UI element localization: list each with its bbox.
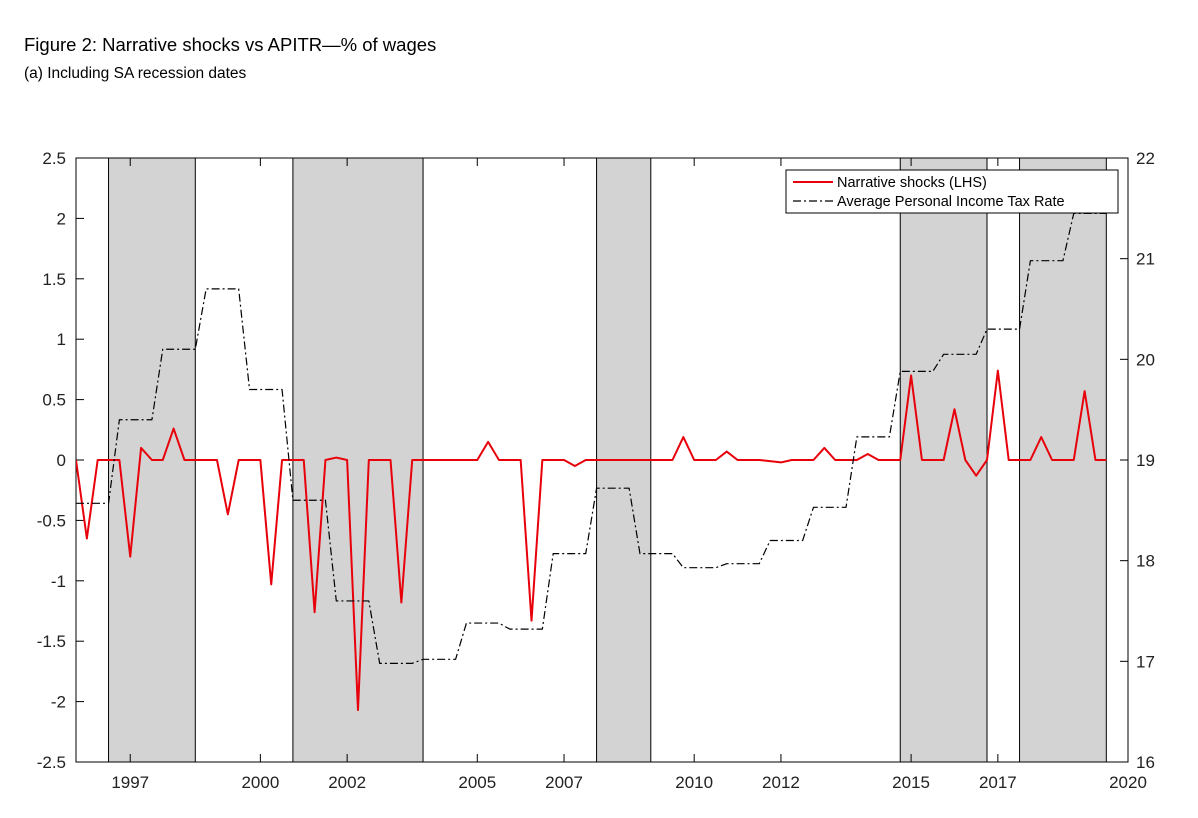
legend: Narrative shocks (LHS) Average Personal …	[785, 169, 1119, 214]
left-tick-label: -0.5	[37, 511, 66, 530]
legend-label-narrative: Narrative shocks (LHS)	[837, 175, 987, 191]
left-axis: -2.5 -2 -1.5 -1 -0.5 0 0.5 1 1.5 2 2.5	[37, 149, 84, 772]
left-tick-label: -1	[51, 572, 66, 591]
left-tick-label: 2	[57, 209, 66, 228]
x-tick-label: 2020	[1109, 773, 1147, 792]
figure-title: Figure 2: Narrative shocks vs APITR—% of…	[24, 34, 437, 55]
left-tick-label: 1.5	[42, 270, 66, 289]
series-line-apitr	[76, 212, 1107, 664]
left-tick-label: 0.5	[42, 391, 66, 410]
x-tick-label: 2007	[545, 773, 583, 792]
right-tick-label: 16	[1136, 753, 1155, 772]
legend-box	[785, 169, 1119, 214]
recession-band	[292, 157, 424, 763]
left-tick-label: -2	[51, 693, 66, 712]
x-tick-label: 2000	[241, 773, 279, 792]
series-line-narrative-shocks	[76, 369, 1107, 712]
x-tick-label: 2010	[675, 773, 713, 792]
x-tick-label: 2002	[328, 773, 366, 792]
left-tick-label: -2.5	[37, 753, 66, 772]
legend-label-apitr: Average Personal Income Tax Rate	[837, 194, 1065, 210]
x-tick-label: 1997	[111, 773, 149, 792]
figure-subtitle: (a) Including SA recession dates	[24, 65, 247, 82]
left-tick-label: 2.5	[42, 149, 66, 168]
right-tick-label: 19	[1136, 451, 1155, 470]
left-tick-label: 0	[57, 451, 66, 470]
x-tick-label: 2012	[762, 773, 800, 792]
left-tick-label: 1	[57, 330, 66, 349]
x-tick-label: 2015	[892, 773, 930, 792]
series-layer	[76, 212, 1107, 712]
left-tick-label: -1.5	[37, 632, 66, 651]
right-tick-label: 18	[1136, 552, 1155, 571]
right-tick-label: 20	[1136, 350, 1155, 369]
right-axis: 16 17 18 19 20 21 22	[1120, 149, 1155, 772]
x-tick-label: 2017	[979, 773, 1017, 792]
x-axis: 1997 2000 2002 2005 2007 2010 2012 2015 2017 2020	[111, 158, 1147, 792]
x-tick-label: 2005	[458, 773, 496, 792]
right-tick-label: 21	[1136, 250, 1155, 269]
right-tick-label: 22	[1136, 149, 1155, 168]
right-tick-label: 17	[1136, 652, 1155, 671]
